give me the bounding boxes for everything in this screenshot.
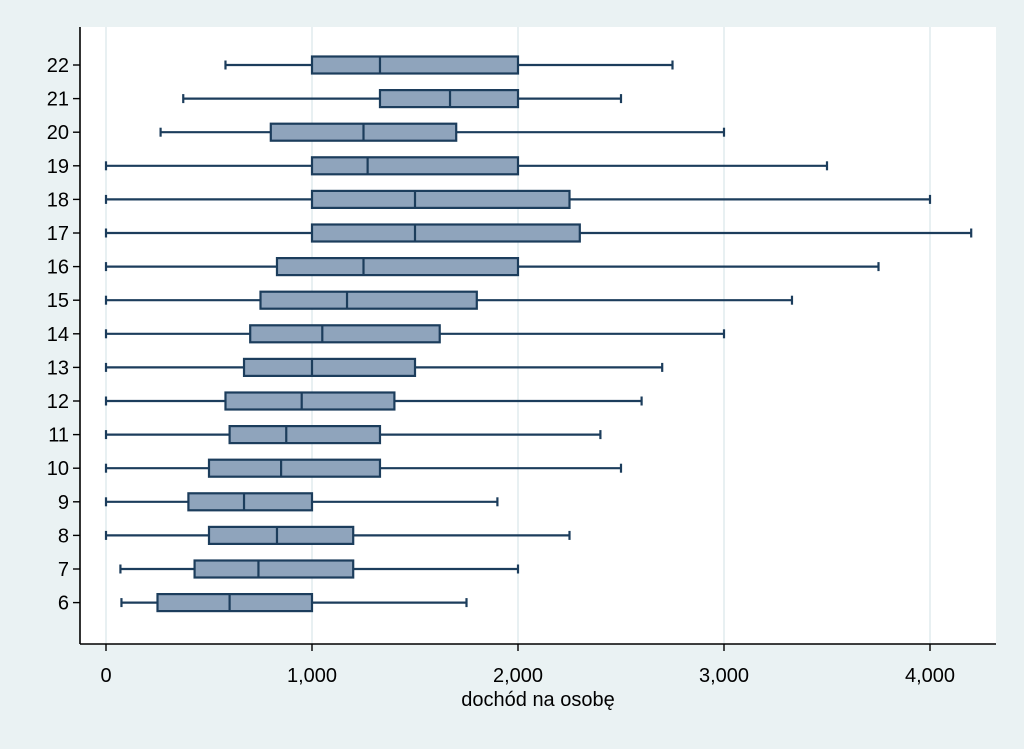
box-10 [104, 458, 623, 478]
box-17 [104, 223, 973, 243]
box-14 [104, 324, 726, 344]
y-tick-label: 12 [47, 391, 69, 413]
iqr-box [207, 458, 382, 478]
box-7 [119, 559, 520, 579]
y-tick-label: 14 [47, 324, 69, 346]
iqr-box [310, 223, 581, 243]
plot-area [80, 27, 996, 644]
iqr-box [275, 257, 520, 277]
box-8 [104, 525, 571, 546]
x-tick-label: 3,000 [699, 665, 749, 687]
box-9 [104, 492, 499, 512]
y-tick-label: 13 [47, 357, 69, 379]
x-axis-title: dochód na osobę [461, 689, 614, 711]
x-tick-label: 4,000 [905, 665, 955, 687]
iqr-box [259, 290, 478, 310]
box-18 [104, 189, 932, 209]
y-tick-label: 16 [47, 257, 69, 279]
box-20 [159, 122, 726, 142]
y-tick-label: 6 [58, 593, 69, 615]
y-tick-label: 20 [47, 122, 69, 144]
box-6 [120, 592, 468, 613]
y-tick-label: 10 [47, 458, 69, 480]
y-tick-label: 22 [47, 55, 69, 77]
box-16 [104, 257, 880, 277]
y-tick-label: 18 [47, 189, 69, 211]
y-tick-label: 8 [58, 525, 69, 547]
box-21 [182, 88, 623, 109]
y-tick-label: 11 [48, 425, 69, 447]
y-tick-label: 17 [47, 223, 69, 245]
box-15 [104, 290, 794, 310]
iqr-box [310, 189, 571, 209]
y-tick-label: 15 [47, 290, 69, 312]
x-tick-label: 2,000 [493, 665, 543, 687]
y-tick-label: 9 [58, 492, 69, 514]
iqr-box [249, 324, 441, 344]
x-tick-label: 0 [100, 665, 111, 687]
tick-labels: 0 1,000 2,000 3,000 4,000 22 21 20 19 18 17 16 15 14 1… [47, 55, 955, 687]
iqr-box [156, 592, 314, 613]
box-11 [104, 425, 602, 445]
boxes [104, 55, 973, 613]
y-tick-label: 7 [58, 559, 69, 581]
iqr-box [224, 391, 396, 411]
iqr-box [207, 525, 355, 546]
iqr-box [193, 559, 355, 579]
box-22 [224, 55, 674, 75]
x-tick-label: 1,000 [287, 665, 337, 687]
box-13 [104, 357, 664, 377]
iqr-box [310, 156, 520, 176]
iqr-box [242, 357, 417, 377]
box-12 [104, 391, 643, 411]
iqr-box [228, 425, 382, 445]
y-tick-label: 21 [47, 89, 69, 111]
y-tick-label: 19 [47, 156, 69, 178]
box-19 [104, 156, 829, 176]
iqr-box [187, 492, 314, 512]
axes [73, 27, 996, 651]
iqr-box [310, 55, 520, 75]
